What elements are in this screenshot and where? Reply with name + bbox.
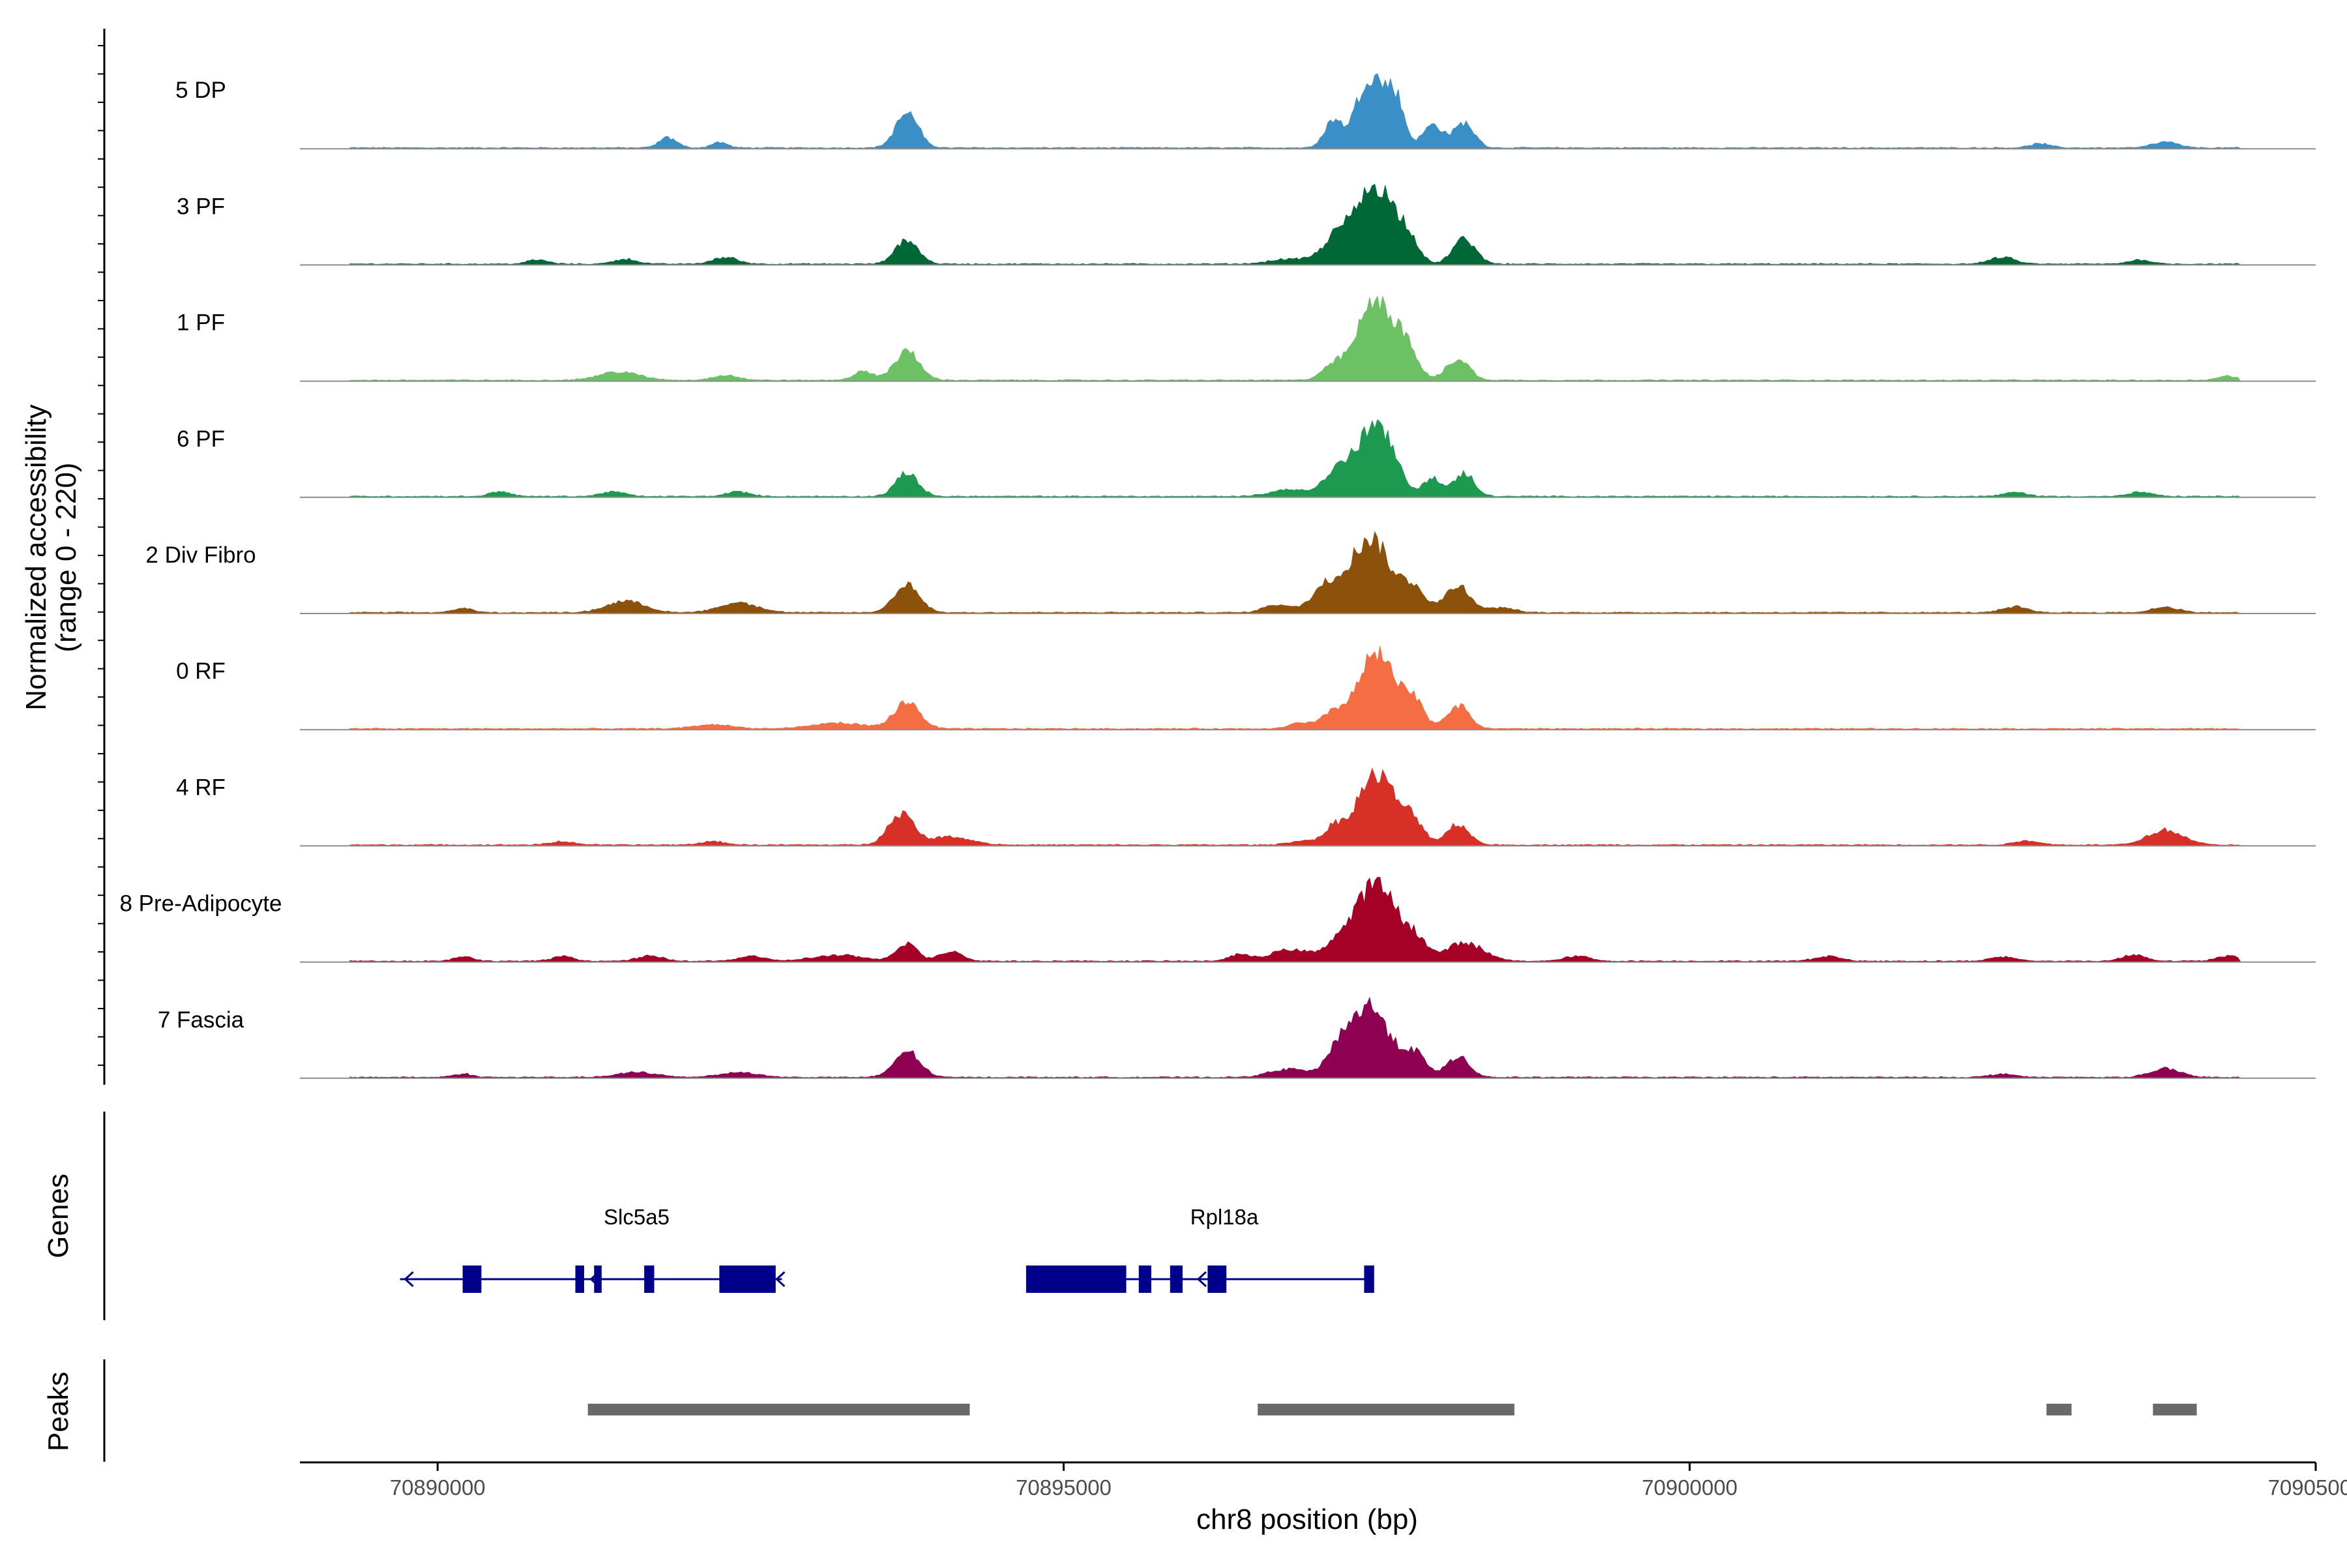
peak-region: [1258, 1404, 1514, 1415]
exon: [1138, 1265, 1151, 1293]
strand-arrow: [775, 1271, 786, 1288]
x-tick-label: 70900000: [1642, 1475, 1737, 1500]
coverage-area: [349, 877, 2241, 963]
coverage-area: [349, 996, 2241, 1079]
exon: [594, 1265, 602, 1293]
track-3-pf: 3 PF: [177, 184, 2316, 266]
track-1-pf: 1 PF: [177, 295, 2316, 382]
y-axis-title: Normalized accessibility: [20, 404, 52, 710]
track-2-div-fibro: 2 Div Fibro: [145, 531, 2316, 614]
gene-label: Rpl18a: [1190, 1205, 1259, 1229]
track-label: 6 PF: [177, 426, 225, 452]
exon: [644, 1265, 655, 1293]
track-label: 4 RF: [176, 775, 226, 800]
genes-track: Slc5a5 Rpl18a: [103, 1112, 1374, 1320]
x-axis-title: chr8 position (bp): [1196, 1503, 1418, 1535]
exon: [1364, 1265, 1374, 1293]
track-label: 8 Pre-Adipocyte: [119, 891, 282, 917]
track-6-pf: 6 PF: [177, 419, 2316, 498]
y-axis-range-label: (range 0 - 220): [50, 462, 82, 652]
track-0-rf: 0 RF: [176, 645, 2316, 731]
peak-region: [2153, 1404, 2197, 1415]
x-tick-label: 70905000: [2268, 1475, 2347, 1500]
coverage-area: [349, 645, 2241, 730]
exon: [719, 1265, 776, 1293]
exon: [575, 1265, 584, 1293]
strand-arrow: [1196, 1271, 1207, 1288]
genes-track-title: Genes: [42, 1174, 74, 1258]
track-7-fascia: 7 Fascia: [158, 996, 2316, 1079]
track-8-pre-adipocyte: 8 Pre-Adipocyte: [119, 877, 2316, 963]
track-label: 1 PF: [177, 310, 225, 336]
peaks-track-title: Peaks: [42, 1372, 74, 1451]
track-label: 0 RF: [176, 658, 226, 684]
exon: [1207, 1265, 1227, 1293]
track-label: 7 Fascia: [158, 1007, 244, 1033]
exon: [462, 1265, 482, 1293]
track-label: 3 PF: [177, 194, 225, 219]
coverage-area: [349, 73, 2242, 149]
gene-rpl18a: Rpl18a: [1026, 1205, 1374, 1293]
track-4-rf: 4 RF: [176, 767, 2316, 847]
track-label: 2 Div Fibro: [145, 542, 256, 568]
gene-label: Slc5a5: [604, 1205, 670, 1229]
peak-region: [587, 1404, 970, 1415]
coverage-area: [349, 767, 2241, 846]
coverage-area: [349, 419, 2241, 498]
x-tick-label: 70890000: [390, 1475, 486, 1500]
track-label: 5 DP: [175, 78, 226, 103]
gene-slc5a5: Slc5a5: [400, 1205, 786, 1293]
accessibility-tracks: 5 DP 3 PF 1 PF 6 PF 2 Div Fibro 0 RF 4 RF 8 Pre…: [119, 73, 2316, 1079]
exon: [1170, 1265, 1183, 1293]
x-axis: 70890000 70895000 70900000 70905000: [300, 1461, 2347, 1500]
peaks-track: [103, 1359, 2197, 1462]
peak-region: [2046, 1404, 2072, 1415]
x-tick-label: 70895000: [1016, 1475, 1112, 1500]
strand-arrow: [404, 1271, 414, 1288]
exon: [1026, 1265, 1127, 1293]
track-5-dp: 5 DP: [175, 73, 2316, 150]
coverage-area: [349, 531, 2241, 614]
coverage-area: [349, 184, 2242, 265]
coverage-area: [349, 295, 2241, 382]
y-axis: [98, 29, 106, 1085]
